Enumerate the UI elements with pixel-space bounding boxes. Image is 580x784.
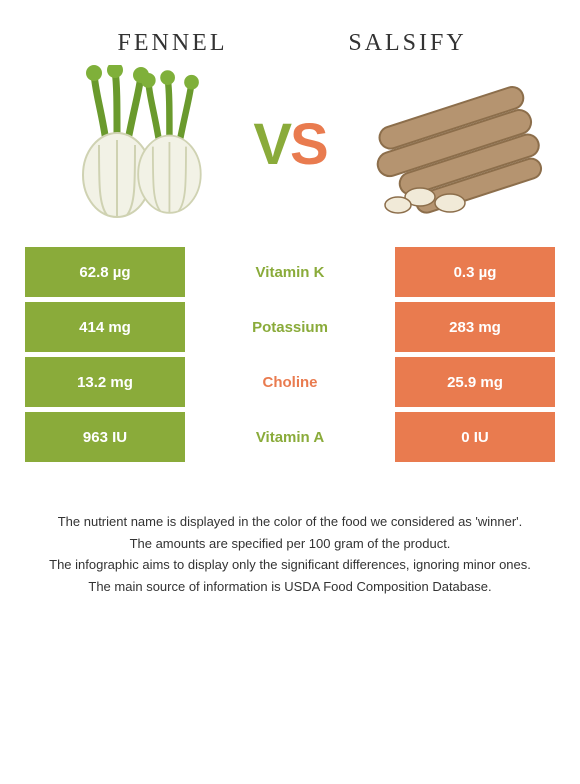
left-value: 414 mg (25, 302, 185, 352)
vs-letter-s: S (290, 116, 327, 174)
table-row: 62.8 µgVitamin K0.3 µg (25, 247, 555, 297)
nutrient-name: Choline (185, 357, 395, 407)
nutrient-name: Vitamin K (185, 247, 395, 297)
right-value: 0.3 µg (395, 247, 555, 297)
footnotes: The nutrient name is displayed in the co… (25, 512, 555, 596)
comparison-table: 62.8 µgVitamin K0.3 µg414 mgPotassium283… (25, 247, 555, 462)
left-value: 62.8 µg (25, 247, 185, 297)
table-row: 963 IUVitamin A0 IU (25, 412, 555, 462)
footnote-line: The main source of information is USDA F… (35, 577, 545, 597)
fennel-image (35, 65, 215, 225)
right-value: 25.9 mg (395, 357, 555, 407)
left-value: 963 IU (25, 412, 185, 462)
right-food-title: Salsify (290, 30, 525, 57)
left-value: 13.2 mg (25, 357, 185, 407)
images-row: VS (25, 67, 555, 247)
fennel-icon (35, 65, 215, 225)
header: Fennel Salsify (25, 30, 555, 67)
vs-badge: VS (253, 116, 326, 174)
footnote-line: The amounts are specified per 100 gram o… (35, 534, 545, 554)
footnote-line: The nutrient name is displayed in the co… (35, 512, 545, 532)
table-row: 13.2 mgCholine25.9 mg (25, 357, 555, 407)
right-value: 0 IU (395, 412, 555, 462)
vs-letter-v: V (253, 116, 290, 174)
footnote-line: The infographic aims to display only the… (35, 555, 545, 575)
left-food-title: Fennel (55, 30, 290, 57)
nutrient-name: Vitamin A (185, 412, 395, 462)
right-value: 283 mg (395, 302, 555, 352)
table-row: 414 mgPotassium283 mg (25, 302, 555, 352)
nutrient-name: Potassium (185, 302, 395, 352)
salsify-icon (365, 65, 545, 225)
salsify-image (365, 65, 545, 225)
